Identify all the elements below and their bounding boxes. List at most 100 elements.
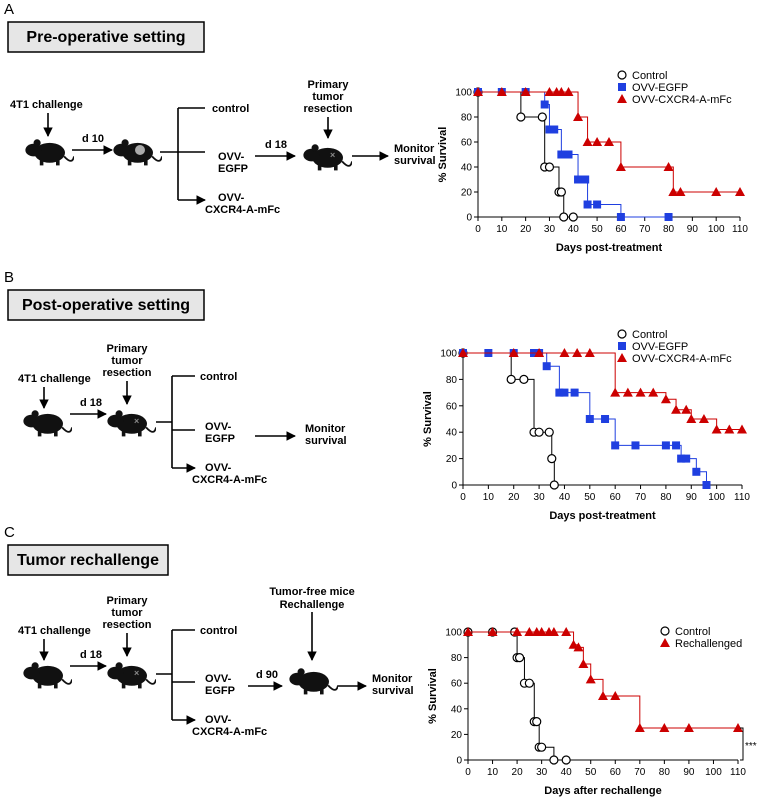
x-axis-label: Days post-treatment bbox=[556, 242, 663, 254]
survival-curve bbox=[463, 352, 555, 485]
tumor bbox=[135, 145, 145, 155]
survival-curve bbox=[478, 91, 669, 218]
challenge: 4T1 challenge bbox=[18, 625, 91, 637]
x-tick-label: 60 bbox=[615, 224, 627, 235]
marker bbox=[536, 627, 547, 636]
x-tick-label: 0 bbox=[465, 767, 471, 778]
arm: OVV- bbox=[205, 421, 232, 433]
marker bbox=[473, 87, 483, 96]
marker bbox=[560, 388, 569, 397]
arm: EGFP bbox=[205, 433, 235, 445]
marker bbox=[702, 481, 711, 489]
arm: EGFP bbox=[218, 163, 248, 175]
y-axis-label: % Survival bbox=[427, 668, 439, 724]
marker bbox=[544, 87, 555, 96]
arrow bbox=[172, 629, 195, 720]
x-tick-label: 70 bbox=[639, 224, 651, 235]
marker bbox=[570, 388, 579, 397]
legend-marker bbox=[618, 342, 626, 350]
legend-label: Control bbox=[675, 626, 710, 638]
x-tick-label: 100 bbox=[705, 767, 722, 778]
marker bbox=[668, 187, 679, 196]
y-tick-label: 20 bbox=[451, 730, 463, 741]
arm: OVV- bbox=[218, 151, 245, 163]
title-box bbox=[7, 544, 169, 576]
marker bbox=[634, 723, 645, 732]
marker bbox=[564, 150, 573, 159]
x-tick-label: 60 bbox=[610, 492, 622, 503]
marker bbox=[544, 162, 555, 172]
marker bbox=[663, 162, 674, 171]
marker bbox=[598, 691, 608, 700]
marker bbox=[549, 480, 559, 490]
marker bbox=[604, 137, 614, 146]
marker bbox=[664, 213, 673, 221]
y-tick-label: 0 bbox=[456, 756, 462, 767]
rechallenge: Rechallenge bbox=[280, 599, 345, 611]
marker bbox=[661, 441, 670, 450]
x-tick-label: 70 bbox=[635, 492, 647, 503]
panel-label: A bbox=[4, 1, 14, 18]
marker bbox=[559, 348, 570, 357]
marker bbox=[519, 374, 529, 384]
marker bbox=[547, 454, 557, 464]
panel-label: B bbox=[4, 269, 14, 286]
x-tick-label: 90 bbox=[687, 224, 699, 235]
resected-tumor: × bbox=[134, 668, 139, 678]
resected-tumor: × bbox=[330, 150, 335, 160]
x-tick-label: 90 bbox=[686, 492, 698, 503]
marker bbox=[534, 427, 544, 437]
marker bbox=[648, 387, 659, 397]
marker bbox=[534, 348, 545, 357]
marker bbox=[556, 87, 567, 96]
marker bbox=[458, 348, 468, 357]
legend-label: OVV-EGFP bbox=[632, 341, 688, 353]
arm: OVV- bbox=[205, 714, 232, 726]
legend-marker bbox=[617, 353, 627, 362]
x-tick-label: 10 bbox=[487, 767, 499, 778]
marker bbox=[675, 187, 686, 196]
marker bbox=[582, 137, 593, 146]
interval: d 90 bbox=[256, 669, 278, 681]
x-axis-label: Days after rechallenge bbox=[544, 785, 661, 797]
survival-curve bbox=[468, 631, 567, 761]
x-tick-label: 80 bbox=[660, 492, 672, 503]
panel-title: Post-operative setting bbox=[22, 297, 190, 314]
x-tick-label: 0 bbox=[475, 224, 481, 235]
marker bbox=[585, 415, 594, 423]
marker bbox=[593, 200, 602, 209]
legend-label: Control bbox=[632, 329, 667, 341]
y-tick-label: 100 bbox=[445, 628, 462, 639]
marker bbox=[487, 627, 498, 636]
x-tick-label: 0 bbox=[460, 492, 466, 503]
marker bbox=[508, 348, 519, 357]
marker bbox=[568, 639, 579, 649]
x-tick-label: 50 bbox=[592, 224, 604, 235]
marker bbox=[561, 755, 571, 765]
y-tick-label: 80 bbox=[451, 653, 463, 664]
panel-title: Pre-operative setting bbox=[26, 29, 185, 46]
resected-tumor: × bbox=[134, 416, 139, 426]
marker bbox=[683, 723, 694, 732]
marker bbox=[735, 187, 745, 196]
y-tick-label: 100 bbox=[440, 349, 457, 360]
marker bbox=[463, 627, 473, 636]
x-tick-label: 100 bbox=[708, 492, 725, 503]
x-tick-label: 30 bbox=[536, 767, 548, 778]
marker bbox=[677, 454, 686, 463]
marker bbox=[549, 755, 559, 765]
resection: Primary bbox=[107, 343, 149, 355]
mouse bbox=[106, 661, 156, 690]
x-tick-label: 30 bbox=[544, 224, 556, 235]
arrow bbox=[178, 107, 205, 200]
x-tick-label: 50 bbox=[585, 767, 597, 778]
marker bbox=[611, 441, 620, 450]
y-tick-label: 100 bbox=[455, 88, 472, 99]
marker bbox=[585, 674, 596, 684]
x-tick-label: 10 bbox=[496, 224, 508, 235]
mouse bbox=[302, 143, 352, 172]
x-tick-label: 80 bbox=[663, 224, 675, 235]
legend-marker bbox=[617, 94, 627, 103]
marker bbox=[584, 348, 595, 357]
